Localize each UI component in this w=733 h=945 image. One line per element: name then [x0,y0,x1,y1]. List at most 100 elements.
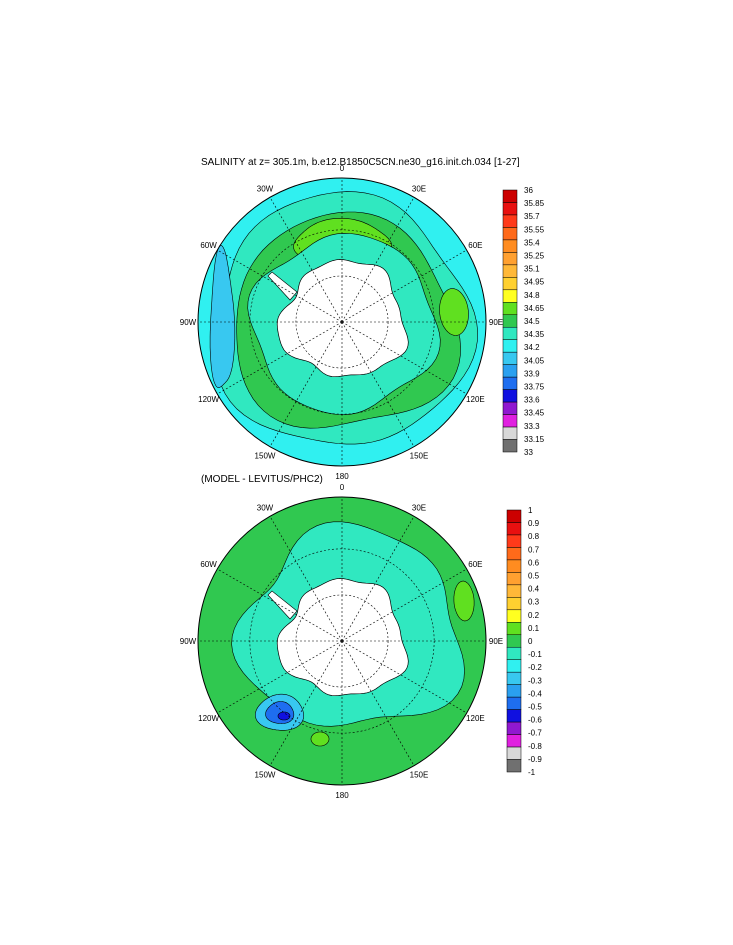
panel1-ocean-base [198,178,486,466]
panel2-colorbar-label: 0 [528,637,533,646]
panel2-field [198,497,486,785]
panel2-meridian [341,640,415,766]
panel2-colorbar-box [506,671,522,685]
panel2-colorbar-label: -0.8 [528,742,542,751]
panel2-colorbar-label: -0.9 [528,755,542,764]
panel1-meridian [341,197,415,323]
panel1-colorbar-box [502,289,518,303]
panel2-colorbar-box [506,746,522,760]
panel1-colorbar-label: 33 [524,448,533,457]
panel1-colorbar-label: 34.05 [524,356,545,365]
panel1-colorbar-box [502,227,518,241]
panel2-colorbar-label: -0.7 [528,729,542,738]
panel1-lon-label: 150W [255,451,276,460]
panel2-colorbar-box [506,709,522,723]
panel1-colorbar-label: 35.1 [524,265,540,274]
panel1-meridian [341,321,415,447]
panel1-colorbar-box [502,214,518,228]
panel1-colorbar-label: 35.25 [524,252,545,261]
panel1-meridian [341,249,467,323]
panel2-colorbar-label: -0.5 [528,703,542,712]
panel1-colorbar-box [502,302,518,316]
panel2-colorbar-label: -1 [528,768,536,777]
panel2-ocean-base [198,497,486,785]
panel1-contour-region [293,218,393,263]
panel1-colorbar-box [502,414,518,428]
panel1-colorbar-box [502,252,518,266]
panel2-antarctica-land [276,578,409,697]
panel2-colorbar-label: -0.2 [528,663,542,672]
panel2-lon-label: 60W [200,560,217,569]
panel2-map-border [197,496,487,786]
panel2-colorbar-label: -0.3 [528,676,542,685]
panel1-colorbar-label: 33.6 [524,396,540,405]
panel1-colorbar-label: 36 [524,186,533,195]
panel2-contour-region [265,701,295,724]
panel2-colorbar-box [506,696,522,710]
panel2-contour-region [310,731,330,747]
panel1-contour-region [215,191,479,445]
panel2-colorbar-label: 0.2 [528,611,540,620]
panel2-peninsula-land [267,590,298,620]
panel1-title: SALINITY at z= 305.1m, b.e12.B1850C5CN.n… [201,157,520,168]
panel1-colorbar-box [502,389,518,403]
panel2-colorbar-box [506,534,522,548]
panel2-contour-region [255,693,305,731]
panel1-colorbar-box [502,339,518,353]
panel1-colorbar-box [502,426,518,440]
panel1-colorbar-label: 35.4 [524,238,540,247]
panel2-meridian [269,516,343,642]
panel1-lon-label: 90E [489,318,503,327]
panel2-meridian [341,640,467,714]
panel1-colorbar-label: 33.45 [524,409,545,418]
panel2-colorbar-box [506,559,522,573]
panel1-colorbar-box [502,351,518,365]
panel2-colorbar-box [506,622,522,636]
panel1-colorbar-box [502,401,518,415]
panel1-colorbar-label: 33.15 [524,435,545,444]
panel1-meridian [269,321,343,447]
panel1-lon-label: 120E [466,395,485,404]
panel1-meridian [269,197,343,323]
panel2-lon-label: 150E [410,770,429,779]
panel1-colorbar-box [502,314,518,328]
panel1-colorbar-box [502,277,518,291]
panel2-colorbar-box [506,572,522,586]
panel2-colorbar-box [506,609,522,623]
panel2-colorbar-label: -0.4 [528,689,542,698]
panel2-lon-label: 0 [340,483,345,492]
panel1-colorbar-label: 35.85 [524,199,545,208]
panel2-colorbar-box [506,759,522,773]
panel2-contour-region [453,580,475,622]
panel2-colorbar-label: 0.7 [528,545,540,554]
panel2-colorbar-box [506,659,522,673]
panel2-colorbar-box [506,509,522,523]
panel2-colorbar-box [506,597,522,611]
panel1-lon-label: 30E [412,185,426,194]
panel1-colorbar-label: 35.55 [524,225,545,234]
panel1-meridian [341,321,467,395]
panel2-colorbar-label: -0.6 [528,716,542,725]
panel1-colorbar-label: 34.95 [524,278,545,287]
panel1-field [198,178,486,466]
panel1-colorbar-label: 34.2 [524,343,540,352]
panel2-lon-label: 90E [489,637,503,646]
panel2-colorbar-label: 0.9 [528,519,540,528]
panel2-lon-label: 30E [412,504,426,513]
panel2-meridian [217,640,343,714]
panel1-colorbar-label: 34.65 [524,304,545,313]
panel1-lon-label: 60E [468,241,482,250]
panel1-colorbar-box [502,376,518,390]
panel2-colorbar-label: 0.8 [528,532,540,541]
panel2-lon-label: 150W [255,770,276,779]
panel1-colorbar-box [502,439,518,453]
panel1-colorbar-label: 34.8 [524,291,540,300]
panel1-lon-label: 90W [180,318,197,327]
panel1-colorbar-box [502,189,518,203]
panel2-colorbar-label: 0.1 [528,624,540,633]
panel1-latitude-circle [249,229,435,415]
panel2-colorbar-box [506,684,522,698]
